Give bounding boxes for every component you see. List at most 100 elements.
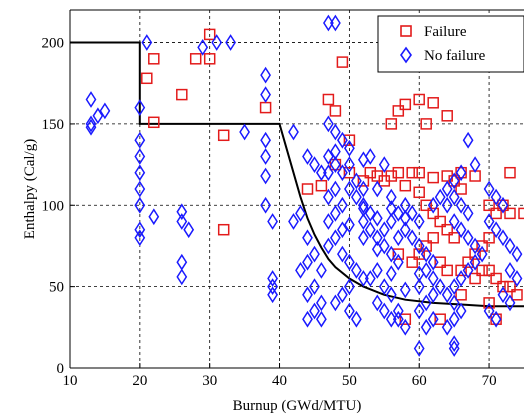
no-failure-point [420, 245, 432, 263]
no-failure-point [85, 118, 97, 136]
no-failure-point [406, 229, 418, 247]
failure-point [343, 134, 356, 146]
no-failure-point [455, 270, 467, 287]
no-failure-point [337, 196, 348, 214]
no-failure-point [309, 156, 320, 173]
no-failure-point [385, 310, 397, 328]
no-failure-point [302, 310, 313, 328]
x-tick-label: 10 [63, 373, 78, 389]
no-failure-point [316, 164, 327, 182]
failure-point [441, 110, 453, 122]
no-failure-point [260, 167, 271, 185]
failure-point [189, 53, 202, 65]
no-failure-point [323, 188, 334, 206]
no-failure-point [323, 164, 334, 182]
no-failure-point [385, 245, 397, 263]
no-failure-point [323, 14, 334, 32]
failure-point [455, 289, 467, 301]
no-failure-point [330, 294, 341, 312]
no-failure-point [344, 302, 355, 320]
no-failure-point [399, 281, 411, 299]
no-failure-point [455, 196, 467, 214]
failure-point [329, 105, 342, 117]
no-failure-point [330, 156, 341, 173]
failure-point [462, 256, 474, 268]
no-failure-point [337, 164, 348, 182]
failure-point [427, 97, 439, 109]
no-failure-point [260, 86, 271, 103]
axes [69, 9, 524, 369]
failure-point [483, 297, 495, 309]
failure-point [469, 272, 481, 285]
no-failure-point [371, 294, 383, 312]
no-failure-point [197, 39, 209, 56]
no-failure-point [267, 278, 278, 295]
legend: Failure No failure [377, 15, 524, 73]
no-failure-point [455, 164, 467, 182]
no-failure-point [441, 318, 453, 336]
failure-point [357, 175, 370, 187]
failure-point [413, 93, 425, 106]
no-failure-point [504, 262, 516, 279]
no-failure-point [385, 265, 397, 282]
no-failure-point [392, 229, 404, 247]
no-failure-point [371, 209, 383, 227]
no-failure-point [483, 302, 495, 320]
x-tick-label: 20 [132, 373, 147, 389]
no-failure-point [378, 237, 390, 255]
failure-point [455, 183, 467, 195]
failure-point [392, 166, 405, 179]
no-failure-point [358, 229, 369, 247]
no-failure-points [85, 14, 523, 357]
failure-point [217, 129, 230, 142]
no-failure-point [239, 123, 250, 141]
no-failure-point [427, 286, 439, 304]
no-failure-point [330, 14, 341, 32]
no-failure-point [302, 148, 313, 165]
x-tick-label: 50 [342, 373, 357, 389]
no-failure-point [490, 310, 502, 328]
no-failure-point [344, 180, 355, 198]
y-tick-labels: 0 50 100 150 200 [42, 36, 75, 377]
boundary-layer [70, 41, 524, 308]
no-failure-point [141, 34, 153, 51]
no-failure-point [448, 310, 460, 328]
no-failure-point [134, 99, 146, 116]
no-failure-point [323, 213, 334, 230]
no-failure-point [183, 221, 195, 239]
no-failure-point [413, 302, 425, 320]
no-failure-point [371, 262, 383, 279]
no-failure-point [344, 216, 355, 234]
no-failure-point [309, 245, 320, 263]
no-failure-point [85, 91, 97, 108]
no-failure-point [434, 278, 446, 295]
no-failure-point [420, 262, 432, 279]
no-failure-point [504, 237, 516, 255]
no-failure-point [323, 115, 334, 133]
no-failure-point [358, 196, 369, 214]
no-failure-point [330, 143, 341, 160]
failure-point [427, 207, 439, 220]
no-failure-point [351, 188, 362, 206]
failure-point [511, 289, 523, 301]
no-failure-point [448, 335, 460, 352]
failure-point [413, 166, 425, 179]
failure-point [469, 248, 481, 260]
failure-point [483, 199, 495, 212]
failure-point [441, 264, 453, 277]
no-failure-point [295, 205, 306, 222]
no-failure-point [302, 229, 313, 247]
no-failure-point [364, 221, 376, 239]
no-failure-point [316, 310, 327, 328]
failure-point [476, 264, 488, 277]
no-failure-point [99, 102, 111, 120]
failure-point [427, 171, 439, 184]
no-failure-point [288, 123, 299, 141]
no-failure-point [344, 253, 355, 271]
failure-point [490, 272, 502, 285]
no-failure-point [371, 229, 383, 247]
no-failure-point [337, 221, 348, 239]
no-failure-point [469, 156, 481, 173]
failure-point [203, 28, 216, 41]
legend-failure-label: Failure [424, 24, 467, 40]
